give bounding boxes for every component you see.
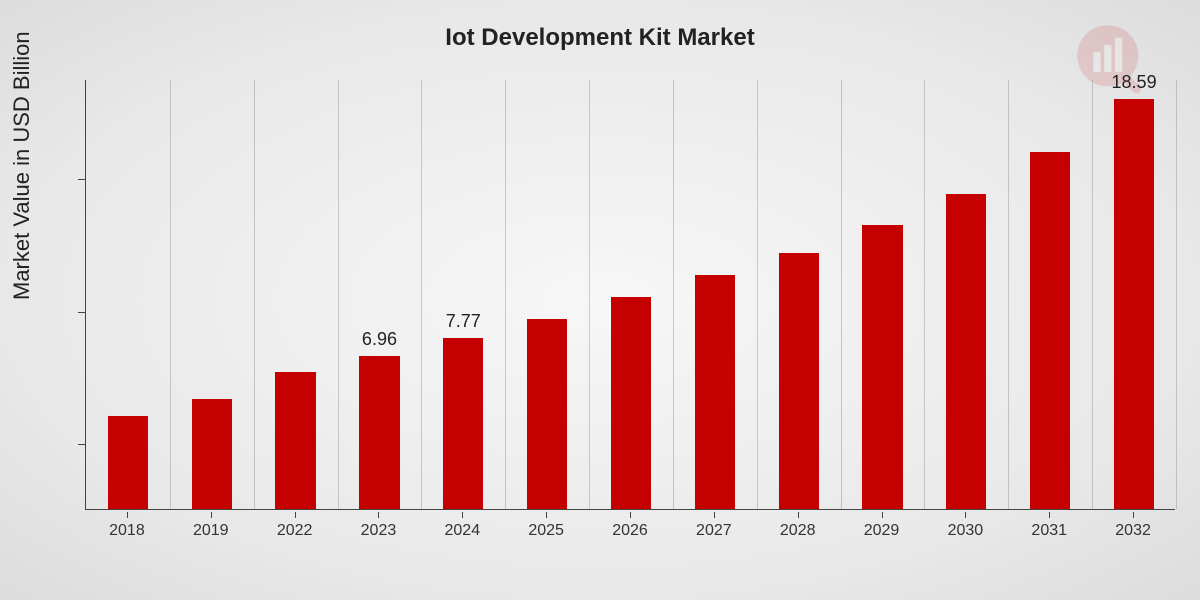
grid-line — [1176, 80, 1177, 509]
x-tick-label: 2031 — [1031, 522, 1067, 540]
x-tick — [798, 512, 799, 518]
x-axis: 2018 2019 2022 2023 2024 2025 2026 2027 2028 2029… — [85, 512, 1175, 552]
x-tick — [882, 512, 883, 518]
grid-line — [170, 80, 171, 509]
y-tick — [78, 179, 85, 180]
grid-line — [673, 80, 674, 509]
x-tick-label: 2027 — [696, 522, 732, 540]
grid-line — [841, 80, 842, 509]
grid-line — [1008, 80, 1009, 509]
x-tick-label: 2032 — [1115, 522, 1151, 540]
grid-line — [338, 80, 339, 509]
y-tick — [78, 312, 85, 313]
x-tick — [714, 512, 715, 518]
grid-line — [589, 80, 590, 509]
grid-line — [757, 80, 758, 509]
x-tick-label: 2024 — [445, 522, 481, 540]
x-tick-label: 2028 — [780, 522, 816, 540]
x-tick — [1133, 512, 1134, 518]
x-tick — [127, 512, 128, 518]
grid-line — [924, 80, 925, 509]
bar-value-label: 18.59 — [1112, 72, 1157, 93]
x-tick — [462, 512, 463, 518]
x-tick — [211, 512, 212, 518]
bar — [275, 372, 315, 509]
grid-line — [1092, 80, 1093, 509]
x-tick-label: 2019 — [193, 522, 229, 540]
bar — [779, 253, 819, 509]
chart-title: Iot Development Kit Market — [0, 24, 1200, 52]
x-tick-label: 2026 — [612, 522, 648, 540]
x-tick — [630, 512, 631, 518]
bar — [192, 399, 232, 509]
x-tick-label: 2030 — [948, 522, 984, 540]
x-tick-label: 2018 — [109, 522, 145, 540]
bar — [1030, 152, 1070, 509]
x-tick — [965, 512, 966, 518]
chart-plot-area: 6.967.7718.59 — [85, 80, 1175, 510]
bar-value-label: 6.96 — [362, 329, 397, 350]
x-tick — [378, 512, 379, 518]
bar — [695, 275, 735, 509]
x-tick-label: 2029 — [864, 522, 900, 540]
grid-line — [254, 80, 255, 509]
bar — [946, 194, 986, 509]
bar — [527, 319, 567, 509]
bar — [443, 338, 483, 509]
y-tick — [78, 444, 85, 445]
x-tick-label: 2025 — [528, 522, 564, 540]
bar — [611, 297, 651, 509]
bar-value-label: 7.77 — [446, 311, 481, 332]
x-tick — [1049, 512, 1050, 518]
bar — [862, 225, 902, 509]
x-tick — [295, 512, 296, 518]
grid-line — [505, 80, 506, 509]
bar — [1114, 99, 1154, 509]
x-tick — [546, 512, 547, 518]
y-axis-label: Market Value in USD Billion — [9, 31, 35, 300]
x-tick-label: 2023 — [361, 522, 397, 540]
x-tick-label: 2022 — [277, 522, 313, 540]
bar — [108, 416, 148, 509]
grid-line — [421, 80, 422, 509]
bar — [359, 356, 399, 509]
